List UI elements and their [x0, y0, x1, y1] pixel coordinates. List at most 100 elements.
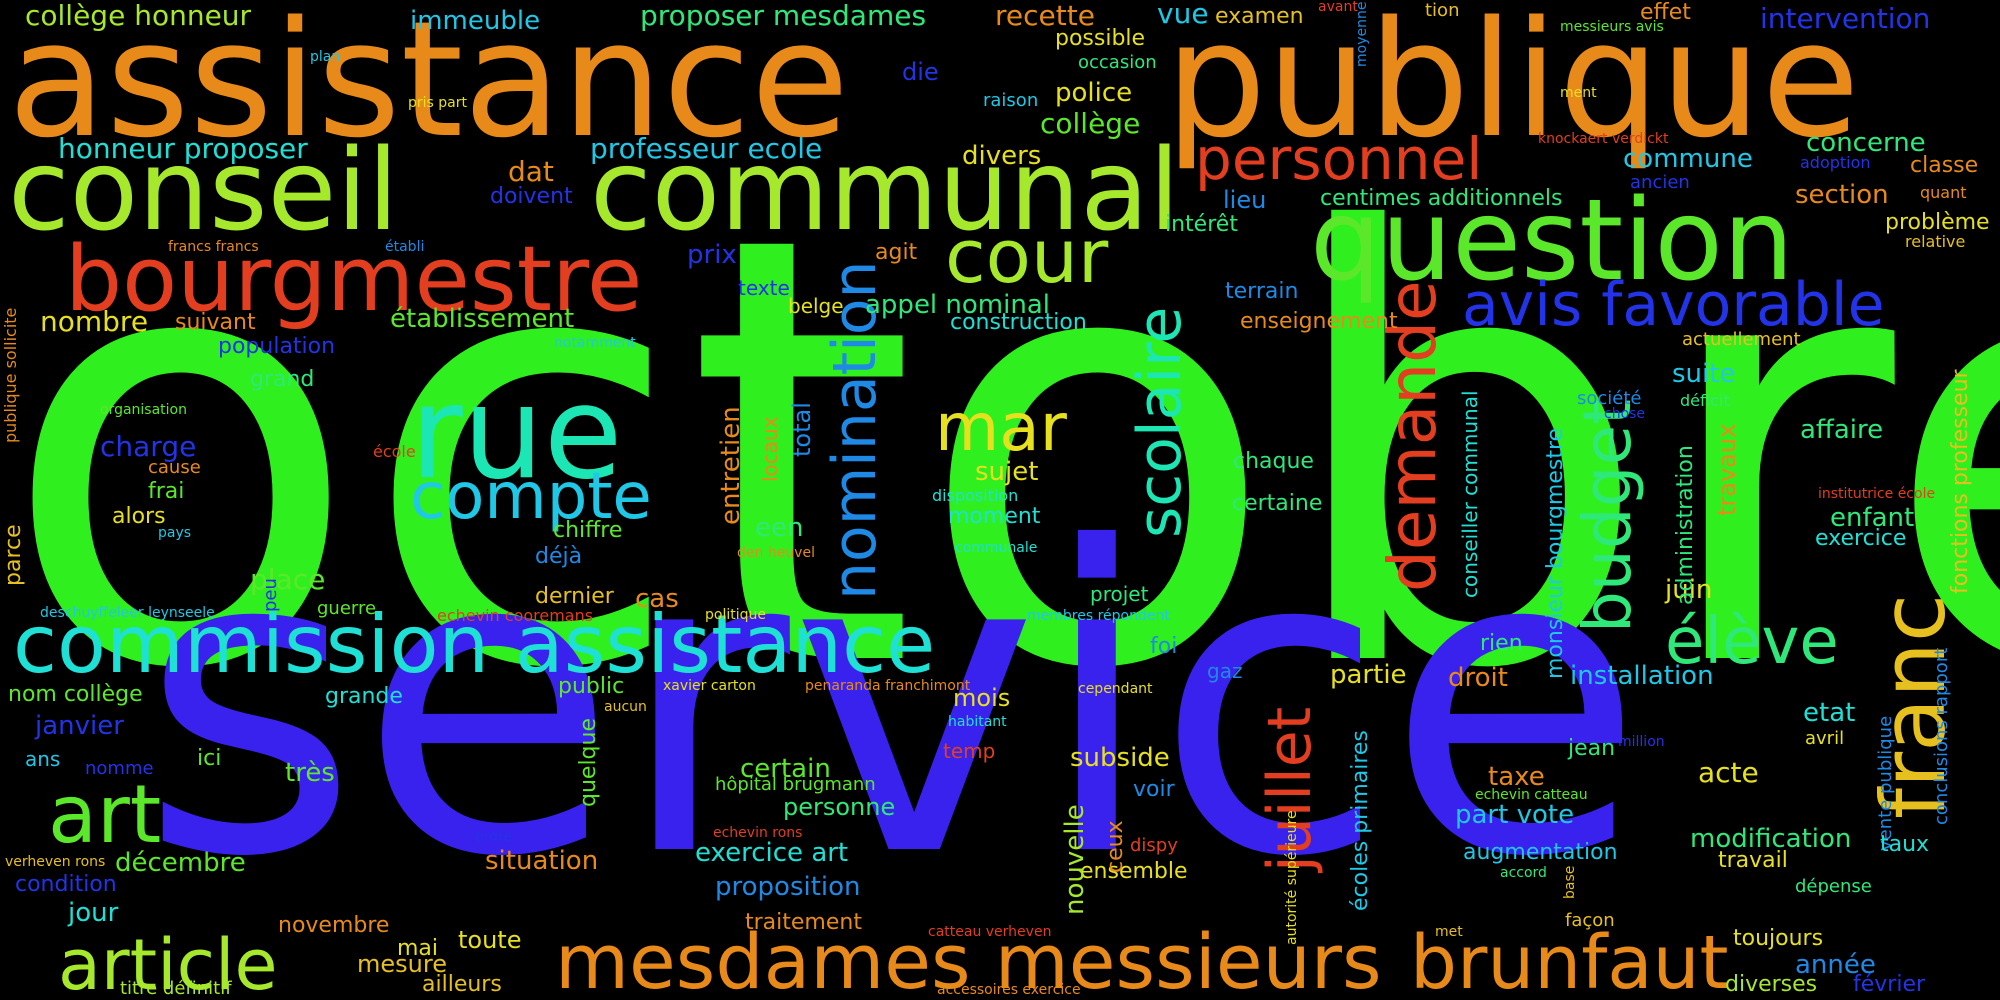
- cloud-word: peu: [260, 578, 281, 613]
- cloud-word: chiffre: [553, 518, 623, 543]
- cloud-word: frai: [148, 479, 185, 504]
- cloud-word: vue: [1157, 0, 1209, 30]
- cloud-word: suivant: [175, 310, 256, 335]
- cloud-word: section: [1795, 180, 1889, 210]
- cloud-word: fonctions professeur: [1948, 369, 1973, 594]
- cloud-word: juin: [1665, 575, 1713, 605]
- cloud-word: mois: [953, 684, 1011, 712]
- cloud-word: parce: [1, 524, 26, 586]
- cloud-word: centimes additionnels: [1320, 186, 1563, 211]
- cloud-word: moyenne: [1354, 1, 1370, 67]
- cloud-word: intervention: [1760, 2, 1931, 35]
- cloud-word: nouvelle: [1060, 804, 1090, 915]
- cloud-word: modification: [1690, 824, 1852, 854]
- cloud-word: très: [285, 758, 335, 788]
- cloud-word: voir: [1133, 777, 1175, 802]
- cloud-word: novembre: [278, 913, 390, 938]
- cloud-word: xavier carton: [663, 678, 756, 694]
- cloud-word: prix: [687, 240, 737, 270]
- cloud-word: place: [250, 563, 326, 596]
- cloud-word: janvier: [35, 711, 124, 741]
- cloud-word: recette: [995, 0, 1095, 32]
- cloud-word: écoles primaires: [1348, 730, 1373, 912]
- cloud-word: doivent: [490, 184, 573, 209]
- cloud-word: concerne: [1806, 128, 1926, 158]
- cloud-word: cause: [148, 457, 201, 478]
- cloud-word: dépense: [1795, 876, 1872, 897]
- cloud-word: echevin catteau: [1475, 787, 1588, 803]
- cloud-word: den heuvel: [737, 545, 815, 561]
- cloud-word: mai: [397, 936, 439, 961]
- cloud-word: cas: [635, 584, 679, 614]
- cloud-word: problème: [1885, 210, 1990, 235]
- cloud-word: ancien: [1630, 172, 1690, 193]
- cloud-word: dernier: [535, 584, 614, 609]
- cloud-word: certaine: [1232, 491, 1323, 516]
- cloud-word: exercice: [1815, 526, 1907, 551]
- cloud-word: décembre: [115, 848, 246, 878]
- cloud-word: nombre: [40, 305, 149, 338]
- cloud-word: octobre: [0, 111, 2000, 798]
- cloud-word: een: [755, 513, 804, 543]
- cloud-word: acte: [1698, 756, 1759, 789]
- cloud-word: projet: [1090, 582, 1149, 606]
- cloud-word: toute: [458, 926, 522, 954]
- cloud-word: relative: [1905, 232, 1966, 251]
- cloud-word: total: [788, 402, 816, 457]
- cloud-word: établissement: [390, 304, 575, 334]
- cloud-word: enseignement: [1240, 309, 1398, 334]
- cloud-word: collège honneur: [25, 0, 252, 32]
- cloud-word: police: [1055, 78, 1133, 108]
- cloud-word: part vote: [1455, 800, 1575, 830]
- cloud-word: budget: [1569, 398, 1646, 633]
- cloud-word: travail: [1718, 848, 1788, 873]
- cloud-word: aucun: [604, 699, 647, 715]
- cloud-word: ordre: [475, 829, 513, 845]
- cloud-word: die: [902, 58, 939, 86]
- cloud-word: suite: [1672, 359, 1736, 389]
- cloud-word: jean: [1568, 736, 1616, 761]
- cloud-word: immeuble: [410, 6, 541, 36]
- cloud-word: façon: [1565, 910, 1615, 931]
- cloud-word: article: [58, 924, 278, 1000]
- cloud-word: certain: [740, 754, 831, 784]
- cloud-word: établi: [385, 239, 425, 255]
- cloud-word: actuellement: [1682, 329, 1801, 350]
- cloud-word: avant: [1318, 0, 1358, 15]
- cloud-word: plan: [310, 49, 341, 65]
- cloud-word: droit: [1448, 663, 1508, 693]
- cloud-word: art: [48, 768, 162, 861]
- cloud-word: autorité supérieure: [1284, 810, 1300, 945]
- cloud-word: ment: [1560, 85, 1597, 101]
- cloud-word: quant: [1920, 183, 1967, 202]
- cloud-word: communale: [955, 540, 1038, 556]
- cloud-word: terrain: [1225, 279, 1299, 304]
- cloud-word: echevin cooremans: [437, 606, 594, 625]
- cloud-word: question: [1310, 176, 1794, 306]
- cloud-word: mar: [935, 389, 1067, 466]
- cloud-word: tion: [1425, 0, 1460, 21]
- cloud-word: francs francs: [168, 239, 259, 255]
- cloud-word: monsieur bourgmestre: [1543, 427, 1568, 679]
- cloud-word: travaux: [1713, 423, 1741, 516]
- cloud-word: augmentation: [1463, 840, 1618, 865]
- cloud-word: habitant: [948, 714, 1007, 730]
- cloud-word: echevin rons: [713, 825, 803, 841]
- cloud-word: enfant: [1830, 503, 1915, 533]
- cloud-word: cependant: [1078, 681, 1153, 697]
- cloud-word: hôpital brugmann: [715, 774, 876, 795]
- cloud-word: disposition: [932, 486, 1019, 505]
- cloud-word: ici: [197, 746, 222, 771]
- cloud-word: administration: [1673, 444, 1698, 605]
- cloud-word: alors: [112, 504, 166, 529]
- cloud-word: grand: [250, 367, 315, 392]
- cloud-word: mesure: [357, 950, 447, 978]
- cloud-word: jour: [68, 898, 119, 928]
- cloud-word: scolaire: [1125, 306, 1195, 538]
- cloud-word: gaz: [1207, 659, 1243, 683]
- cloud-word: classe: [1910, 153, 1979, 178]
- cloud-word: exercice art: [695, 838, 849, 868]
- cloud-word: affaire: [1800, 415, 1884, 445]
- cloud-word: politique: [705, 607, 766, 623]
- cloud-word: titre définitif: [120, 978, 232, 999]
